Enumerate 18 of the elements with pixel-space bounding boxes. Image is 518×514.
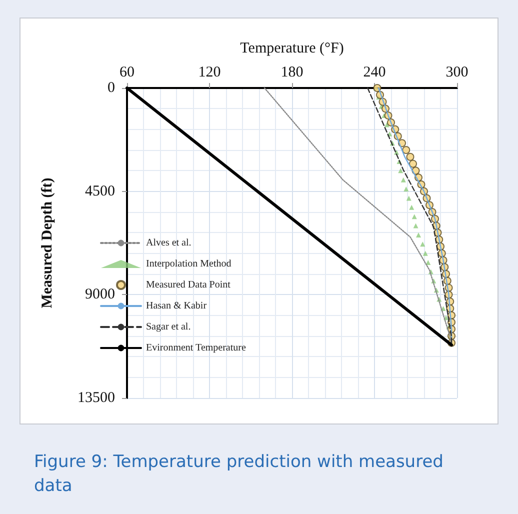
- legend-label: Hasan & Kabir: [146, 300, 208, 312]
- x-tick-label: 300: [446, 64, 468, 80]
- legend-label: Evironment Temperature: [146, 342, 246, 354]
- x-tick-label: 180: [280, 64, 304, 80]
- caption: Figure 9: Temperature prediction with measured data: [34, 452, 449, 496]
- y-tick-label: 9000: [85, 286, 115, 303]
- legend-label: Alves et al.: [146, 238, 192, 248]
- legend-label: Measured Data Point: [146, 280, 231, 290]
- x-tick-label: 120: [198, 64, 221, 80]
- y-tick-label: 0: [108, 80, 115, 96]
- y-tick-label: 13500: [78, 390, 115, 406]
- legend-label: Sagar et al.: [146, 322, 191, 332]
- legend-label: Interpolation Method: [146, 258, 232, 270]
- x-tick-label: 240: [363, 64, 386, 80]
- x-tick-label: 60: [120, 64, 134, 80]
- y-tick-label: 4500: [85, 183, 115, 200]
- x-axis-title: Temperature (°F): [240, 40, 344, 56]
- y-axis-title: Measured Depth (ft): [40, 178, 56, 308]
